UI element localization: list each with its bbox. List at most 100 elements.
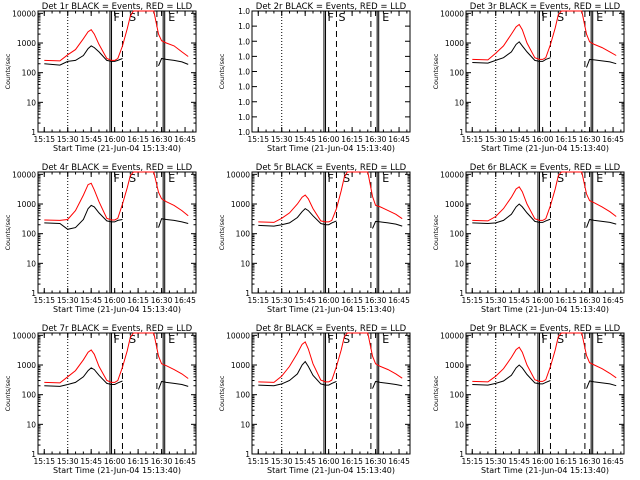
y-tick-label: 1	[31, 128, 36, 137]
x-axis-label: Start Time (21-Jun-04 15:13:40)	[481, 305, 609, 314]
x-tick-label: 16:45	[174, 457, 196, 466]
panel-title: Det 8r BLACK = Events, RED = LLD	[256, 324, 407, 334]
event-letter: E	[168, 333, 175, 346]
x-tick-label: 15:15	[33, 296, 55, 305]
series-line-lld	[472, 332, 617, 383]
y-tick-label: 10	[26, 420, 36, 429]
detector-panel-1: Det 1r BLACK = Events, RED = LLD Counts/s…	[4, 2, 197, 153]
plot-frame	[37, 10, 197, 133]
event-letter: S	[129, 172, 136, 185]
x-tick-label: 15:45	[80, 296, 102, 305]
x-tick-label: 16:00	[318, 457, 340, 466]
x-tick-label: 15:30	[485, 135, 507, 144]
y-axis-label: Counts/sec	[218, 214, 226, 250]
x-tick-label: 16:15	[127, 296, 149, 305]
series-line-lld	[258, 171, 403, 223]
x-tick-label: 16:30	[365, 135, 387, 144]
x-tick-label: 15:45	[294, 457, 316, 466]
x-axis-label: Start Time (21-Jun-04 15:13:40)	[267, 305, 395, 314]
panel-title: Det 3r BLACK = Events, RED = LLD	[470, 2, 621, 12]
x-tick-label: 16:30	[151, 135, 173, 144]
y-axis-label: Counts/sec	[218, 53, 226, 89]
y-tick-label: 1.0	[238, 22, 250, 31]
x-tick-label: 16:00	[104, 457, 126, 466]
x-tick-label: 15:15	[33, 135, 55, 144]
event-letter: S	[129, 333, 136, 346]
x-tick-label: 16:30	[365, 457, 387, 466]
detector-panel-5: Det 5r BLACK = Events, RED = LLD Counts/s…	[218, 163, 411, 314]
y-tick-label: 100	[22, 230, 37, 239]
event-letter: S	[343, 172, 350, 185]
plot-frame	[465, 332, 625, 455]
series-line-lld	[44, 171, 189, 221]
x-tick-label: 15:30	[57, 457, 79, 466]
y-axis-label: Counts/sec	[432, 214, 440, 250]
panel-title: Det 5r BLACK = Events, RED = LLD	[256, 163, 407, 173]
detector-panel-8: Det 8r BLACK = Events, RED = LLD Counts/s…	[218, 324, 411, 475]
y-tick-label: 1.0	[238, 128, 250, 137]
event-letter: F	[114, 333, 120, 346]
series-line-events	[472, 203, 617, 228]
y-tick-label: 1000	[445, 39, 464, 48]
x-axis-label: Start Time (21-Jun-04 15:13:40)	[53, 144, 181, 153]
x-tick-label: 16:30	[579, 296, 601, 305]
y-axis-label: Counts/sec	[218, 375, 226, 411]
x-tick-label: 16:00	[532, 457, 554, 466]
series-line-lld	[258, 332, 403, 383]
y-tick-label: 100	[450, 69, 465, 78]
y-tick-label: 1000	[17, 39, 36, 48]
x-tick-label: 15:15	[247, 457, 269, 466]
plot-frame	[251, 171, 411, 294]
x-tick-label: 15:45	[80, 457, 102, 466]
x-tick-label: 16:45	[602, 296, 624, 305]
series-line-events	[44, 45, 189, 66]
y-tick-label: 1000	[231, 200, 250, 209]
series-line-events	[44, 204, 189, 230]
x-tick-label: 15:30	[485, 457, 507, 466]
y-tick-label: 10000	[440, 9, 464, 18]
event-letter: E	[382, 333, 389, 346]
panel-title: Det 9r BLACK = Events, RED = LLD	[470, 324, 621, 334]
x-tick-label: 16:15	[341, 457, 363, 466]
y-tick-label: 10	[454, 259, 464, 268]
y-tick-label: 1	[245, 450, 250, 459]
event-letter: E	[382, 172, 389, 185]
y-tick-label: 10000	[226, 331, 250, 340]
event-letter: S	[129, 11, 136, 24]
event-letter: F	[542, 11, 548, 24]
detector-panel-2: Det 2r BLACK = Events, RED = LLD Counts/s…	[218, 2, 411, 153]
x-tick-label: 16:45	[388, 296, 410, 305]
y-axis-label: Counts/sec	[4, 214, 12, 250]
x-axis-label: Start Time (21-Jun-04 15:13:40)	[481, 466, 609, 475]
x-tick-label: 15:30	[271, 296, 293, 305]
x-axis-label: Start Time (21-Jun-04 15:13:40)	[53, 305, 181, 314]
series-line-events	[258, 207, 403, 229]
event-letter: S	[557, 11, 564, 24]
event-letter: E	[382, 11, 389, 24]
x-tick-label: 15:15	[461, 457, 483, 466]
x-tick-label: 15:45	[508, 296, 530, 305]
y-tick-label: 100	[450, 230, 465, 239]
y-tick-label: 1.0	[238, 98, 250, 107]
x-tick-label: 15:15	[461, 296, 483, 305]
y-tick-label: 10	[26, 98, 36, 107]
y-tick-label: 10	[26, 259, 36, 268]
y-tick-label: 1	[31, 450, 36, 459]
panel-title: Det 7r BLACK = Events, RED = LLD	[42, 324, 193, 334]
x-tick-label: 16:15	[555, 457, 577, 466]
x-tick-label: 16:30	[579, 135, 601, 144]
x-tick-label: 16:15	[127, 457, 149, 466]
x-tick-label: 15:30	[271, 135, 293, 144]
event-letter: E	[596, 333, 603, 346]
x-tick-label: 16:15	[555, 135, 577, 144]
x-tick-label: 16:45	[174, 296, 196, 305]
event-letter: S	[338, 11, 345, 24]
y-tick-label: 1	[245, 289, 250, 298]
x-tick-label: 16:30	[151, 296, 173, 305]
event-letter: E	[596, 11, 603, 24]
detector-panel-9: Det 9r BLACK = Events, RED = LLD Counts/s…	[432, 324, 625, 475]
x-tick-label: 15:45	[508, 135, 530, 144]
y-axis-label: Counts/sec	[432, 375, 440, 411]
series-line-events	[44, 367, 189, 390]
x-tick-label: 16:45	[602, 135, 624, 144]
